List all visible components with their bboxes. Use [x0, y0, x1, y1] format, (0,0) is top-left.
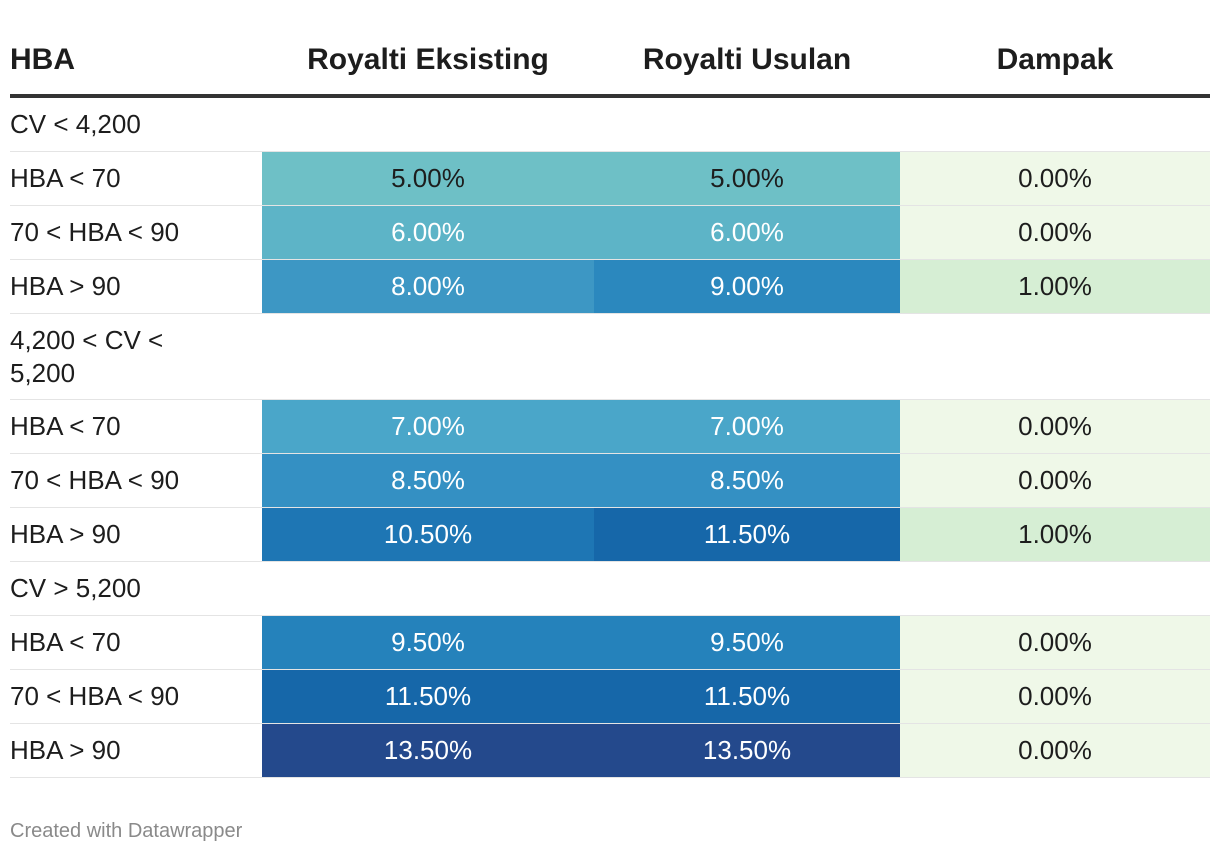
royalti-eksisting-cell: 8.50%: [262, 454, 594, 507]
group-row: CV < 4,200: [10, 98, 1210, 152]
table-row: HBA < 70 5.00% 5.00% 0.00%: [10, 152, 1210, 206]
royalti-eksisting-cell: 8.00%: [262, 260, 594, 313]
row-label: HBA > 90: [10, 519, 121, 549]
royalti-usulan-cell: 13.50%: [594, 724, 900, 777]
royalti-usulan-cell: 9.00%: [594, 260, 900, 313]
royalty-table: HBA Royalti Eksisting Royalti Usulan Dam…: [10, 0, 1210, 778]
dampak-cell: 0.00%: [900, 400, 1210, 453]
royalti-usulan-cell: 11.50%: [594, 670, 900, 723]
group-row: CV > 5,200: [10, 562, 1210, 616]
table-header: HBA Royalti Eksisting Royalti Usulan Dam…: [10, 0, 1210, 98]
row-label: HBA < 70: [10, 411, 121, 441]
group-empty-cell: [262, 562, 594, 615]
dampak-cell: 1.00%: [900, 508, 1210, 561]
row-label: 70 < HBA < 90: [10, 465, 180, 495]
table-row: 70 < HBA < 90 11.50% 11.50% 0.00%: [10, 670, 1210, 724]
group-empty-cell: [262, 314, 594, 399]
royalti-usulan-cell: 5.00%: [594, 152, 900, 205]
royalti-eksisting-cell: 10.50%: [262, 508, 594, 561]
row-label: 70 < HBA < 90: [10, 217, 180, 247]
group-empty-cell: [262, 98, 594, 151]
column-header-dampak: Dampak: [996, 43, 1114, 76]
footer-credit: Created with Datawrapper: [10, 820, 243, 842]
row-label: 70 < HBA < 90: [10, 681, 180, 711]
royalti-eksisting-cell: 5.00%: [262, 152, 594, 205]
table-body: CV < 4,200 HBA < 70 5.00% 5.00% 0.00% 70 < HB…: [10, 98, 1210, 778]
group-empty-cell: [594, 98, 900, 151]
group-empty-cell: [594, 562, 900, 615]
dampak-cell: 0.00%: [900, 152, 1210, 205]
row-label: HBA > 90: [10, 271, 121, 301]
table-row: 70 < HBA < 90 8.50% 8.50% 0.00%: [10, 454, 1210, 508]
table-row: HBA > 90 13.50% 13.50% 0.00%: [10, 724, 1210, 778]
royalti-eksisting-cell: 7.00%: [262, 400, 594, 453]
table-row: HBA < 70 9.50% 9.50% 0.00%: [10, 616, 1210, 670]
royalti-eksisting-cell: 6.00%: [262, 206, 594, 259]
row-label: HBA < 70: [10, 163, 121, 193]
dampak-cell: 0.00%: [900, 724, 1210, 777]
royalti-usulan-cell: 6.00%: [594, 206, 900, 259]
royalti-eksisting-cell: 9.50%: [262, 616, 594, 669]
group-empty-cell: [900, 314, 1210, 399]
dampak-cell: 0.00%: [900, 616, 1210, 669]
row-label: HBA > 90: [10, 735, 121, 765]
royalti-usulan-cell: 8.50%: [594, 454, 900, 507]
royalti-usulan-cell: 9.50%: [594, 616, 900, 669]
group-empty-cell: [594, 314, 900, 399]
column-header-royalti-usulan: Royalti Usulan: [642, 43, 852, 76]
dampak-cell: 0.00%: [900, 454, 1210, 507]
group-label: 4,200 < CV < 5,200: [10, 324, 164, 388]
table-row: HBA > 90 10.50% 11.50% 1.00%: [10, 508, 1210, 562]
royalti-eksisting-cell: 11.50%: [262, 670, 594, 723]
dampak-cell: 0.00%: [900, 670, 1210, 723]
group-label: CV > 5,200: [10, 573, 141, 603]
table-row: HBA < 70 7.00% 7.00% 0.00%: [10, 400, 1210, 454]
group-empty-cell: [900, 562, 1210, 615]
table-row: 70 < HBA < 90 6.00% 6.00% 0.00%: [10, 206, 1210, 260]
group-label: CV < 4,200: [10, 109, 141, 139]
group-row: 4,200 < CV < 5,200: [10, 314, 1210, 400]
table-row: HBA > 90 8.00% 9.00% 1.00%: [10, 260, 1210, 314]
royalti-usulan-cell: 7.00%: [594, 400, 900, 453]
row-label: HBA < 70: [10, 627, 121, 657]
column-header-royalti-eksisting: Royalti Eksisting: [307, 43, 549, 76]
dampak-cell: 0.00%: [900, 206, 1210, 259]
dampak-cell: 1.00%: [900, 260, 1210, 313]
royalti-usulan-cell: 11.50%: [594, 508, 900, 561]
royalti-eksisting-cell: 13.50%: [262, 724, 594, 777]
group-empty-cell: [900, 98, 1210, 151]
column-header-hba: HBA: [10, 43, 75, 76]
